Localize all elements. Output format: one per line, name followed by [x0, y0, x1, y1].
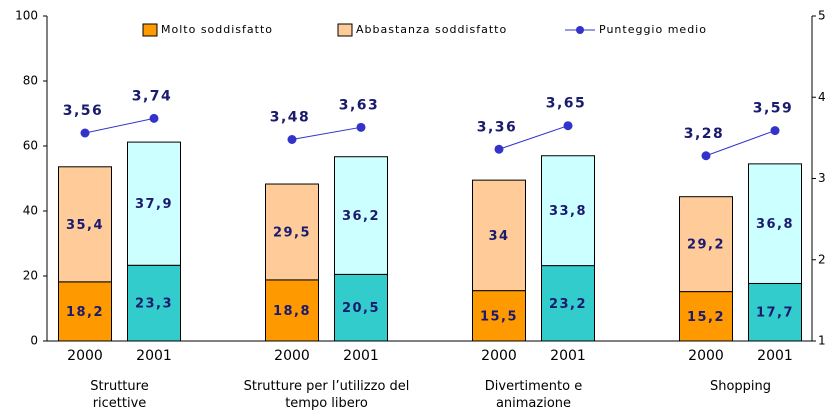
group-label: Strutture ricettive	[90, 379, 149, 411]
bar-segment	[748, 282, 802, 342]
y2-tick-label: 3	[818, 171, 826, 185]
legend-label: Abbastanza soddisfatto	[356, 23, 507, 36]
y-tick-label: 80	[23, 74, 38, 88]
bar-value-label: 36,2	[342, 209, 380, 224]
y2-tick-label: 4	[818, 90, 826, 104]
bar-value-label: 15,2	[687, 310, 725, 325]
y2-tick-label: 1	[818, 334, 826, 348]
line-value-label: 3,28	[684, 126, 725, 142]
line-segment	[705, 130, 776, 157]
line-value-label: 3,65	[546, 96, 587, 112]
bar-value-label: 35,4	[66, 218, 104, 233]
bar-value-label: 18,2	[66, 305, 104, 320]
line-segment	[291, 126, 362, 140]
bar-segment	[265, 279, 319, 342]
bar-value-label: 34	[488, 229, 509, 244]
line-point	[356, 122, 366, 132]
bar-segment	[334, 273, 388, 342]
bar-value-label: 29,5	[273, 225, 311, 240]
bar-value-label: 37,9	[135, 197, 173, 212]
x-tick-label: 2001	[343, 348, 379, 364]
line-point	[770, 126, 780, 136]
bar-segment	[58, 166, 112, 283]
y-tick-label: 0	[30, 334, 38, 348]
line-value-label: 3,63	[339, 97, 380, 113]
bar-value-label: 20,5	[342, 301, 380, 316]
bar-segment	[748, 163, 802, 284]
bar-segment	[265, 183, 319, 281]
bar-segment	[679, 196, 733, 293]
group-label: Divertimento e animazione	[484, 379, 583, 411]
x-tick-label: 2001	[136, 348, 172, 364]
x-tick-label: 2000	[67, 348, 103, 364]
bar-segment	[127, 264, 181, 342]
x-tick-label: 2000	[274, 348, 310, 364]
legend-swatch	[337, 23, 353, 37]
bar-segment	[58, 281, 112, 342]
bar-segment	[679, 291, 733, 342]
line-value-label: 3,36	[477, 119, 518, 135]
bar-value-label: 17,7	[756, 306, 794, 321]
line-point	[149, 113, 159, 123]
line-point	[494, 144, 504, 154]
legend-label: Punteggio medio	[599, 23, 707, 36]
y-tick-label: 100	[15, 9, 38, 23]
bar-value-label: 36,8	[756, 217, 794, 232]
legend-label: Molto soddisfatto	[161, 23, 273, 36]
line-value-label: 3,48	[270, 110, 311, 126]
y-tick-label: 40	[23, 204, 38, 218]
y-tick-label: 60	[23, 139, 38, 153]
x-tick-label: 2000	[688, 348, 724, 364]
line-point	[287, 135, 297, 144]
bar-segment	[127, 141, 181, 266]
bar-value-label: 23,2	[549, 297, 587, 312]
group-label: Shopping	[709, 379, 772, 394]
bar-segment	[541, 155, 595, 267]
x-tick-label: 2001	[550, 348, 586, 364]
bar-segment	[472, 179, 526, 292]
bar-segment	[472, 290, 526, 342]
bar-value-label: 33,8	[549, 204, 587, 219]
x-tick-label: 2001	[757, 348, 793, 364]
bar-value-label: 29,2	[687, 238, 725, 253]
bar-value-label: 23,3	[135, 297, 173, 312]
line-point	[80, 128, 90, 138]
y2-tick-label: 5	[818, 9, 826, 23]
y-tick-label: 20	[23, 269, 38, 283]
line-value-label: 3,56	[63, 103, 104, 119]
bar-segment	[541, 265, 595, 342]
bar-value-label: 18,8	[273, 304, 311, 319]
line-point	[563, 121, 573, 131]
line-segment	[498, 125, 569, 150]
x-tick-label: 2000	[481, 348, 517, 364]
line-value-label: 3,59	[753, 101, 794, 117]
group-label: Strutture per l’utilizzo del tempo liber…	[243, 379, 410, 411]
y2-tick-label: 2	[818, 252, 826, 266]
line-value-label: 3,74	[132, 88, 173, 104]
line-segment	[84, 117, 155, 134]
bar-value-label: 15,5	[480, 309, 518, 324]
line-point	[701, 151, 711, 161]
legend-swatch	[142, 23, 158, 37]
legend-marker	[576, 26, 584, 34]
bar-segment	[334, 156, 388, 275]
